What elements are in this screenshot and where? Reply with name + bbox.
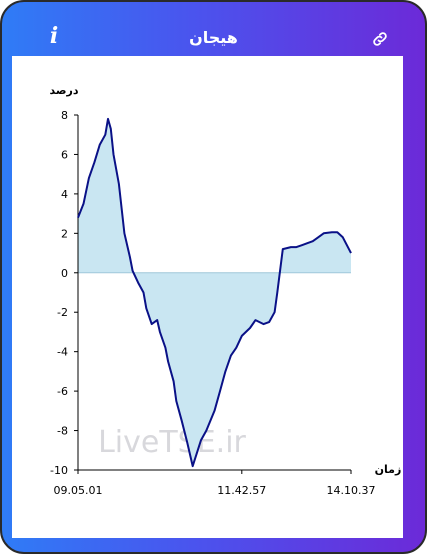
plot-area: 8 6 4 2 0 -2 -4 -6 -8 -10 09.05.01 11.42.57 14.10.37 (50, 109, 375, 497)
series-line (77, 117, 352, 468)
link-icon[interactable] (371, 30, 389, 48)
sentiment-chart: درصد زمان LiveTSE.ir 8 6 4 2 0 -2 -4 -6 -8 -10 09.… (50, 84, 402, 497)
x-tick-label: 11.42.57 (217, 484, 266, 497)
watermark: LiveTSE.ir (98, 425, 246, 460)
y-tick-label: 4 (61, 188, 68, 201)
y-tick-label: -4 (57, 346, 68, 359)
info-icon[interactable]: i (49, 23, 59, 49)
x-tick-label: 14.10.37 (327, 484, 376, 497)
area-fill (78, 118, 351, 467)
y-tick-label: 2 (61, 227, 68, 240)
y-tick-label: -6 (57, 385, 68, 398)
y-tick-label: -10 (50, 464, 68, 477)
x-tick-label: 09.05.01 (54, 484, 103, 497)
chart-panel: درصد زمان LiveTSE.ir 8 6 4 2 0 -2 -4 -6 -8 -10 09.… (12, 56, 403, 538)
y-tick-label: 6 (61, 148, 68, 161)
y-tick-label: 8 (61, 109, 68, 122)
y-axis-label: درصد (50, 84, 79, 97)
y-tick-label: -2 (57, 306, 68, 319)
app-header: i هیجان (2, 2, 425, 58)
page-title: هیجان (189, 28, 238, 47)
y-tick-label: 0 (61, 267, 68, 280)
y-tick-label: -8 (57, 425, 68, 438)
x-axis-label: زمان (375, 463, 402, 476)
